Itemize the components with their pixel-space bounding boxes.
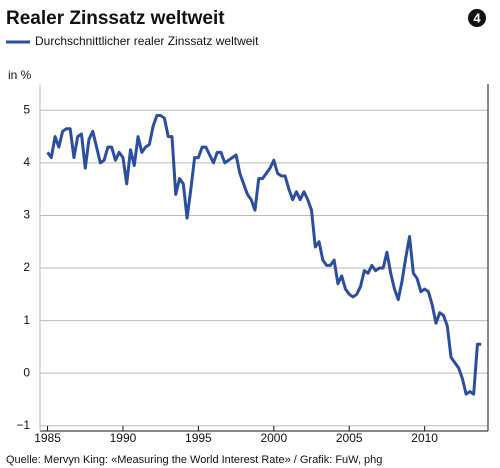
chart-title: Realer Zinssatz weltweit bbox=[6, 8, 225, 29]
badge: 4 bbox=[473, 10, 481, 25]
y-axis-label: in % bbox=[8, 68, 32, 82]
x-tick-label: 2005 bbox=[336, 431, 363, 445]
badge-circle bbox=[468, 9, 486, 27]
y-tick-label: 3 bbox=[23, 208, 30, 222]
y-tick-label: 0 bbox=[23, 365, 30, 379]
x-tick-label: 1990 bbox=[110, 431, 137, 445]
y-tick-label: −1 bbox=[16, 418, 30, 432]
x-tick-label: 1985 bbox=[34, 431, 61, 445]
legend-label: Durchschnittlicher realer Zinssatz weltw… bbox=[35, 34, 259, 48]
y-tick-label: 1 bbox=[23, 313, 30, 327]
y-tick-label: 5 bbox=[23, 102, 30, 116]
x-tick-label: 2010 bbox=[411, 431, 438, 445]
x-tick-label: 1995 bbox=[185, 431, 212, 445]
y-tick-label: 4 bbox=[23, 155, 30, 169]
source: Quelle: Mervyn King: «Measuring the Worl… bbox=[6, 454, 382, 466]
data-line bbox=[46, 114, 482, 396]
y-tick-label: 2 bbox=[23, 260, 30, 274]
x-tick-label: 2000 bbox=[260, 431, 287, 445]
